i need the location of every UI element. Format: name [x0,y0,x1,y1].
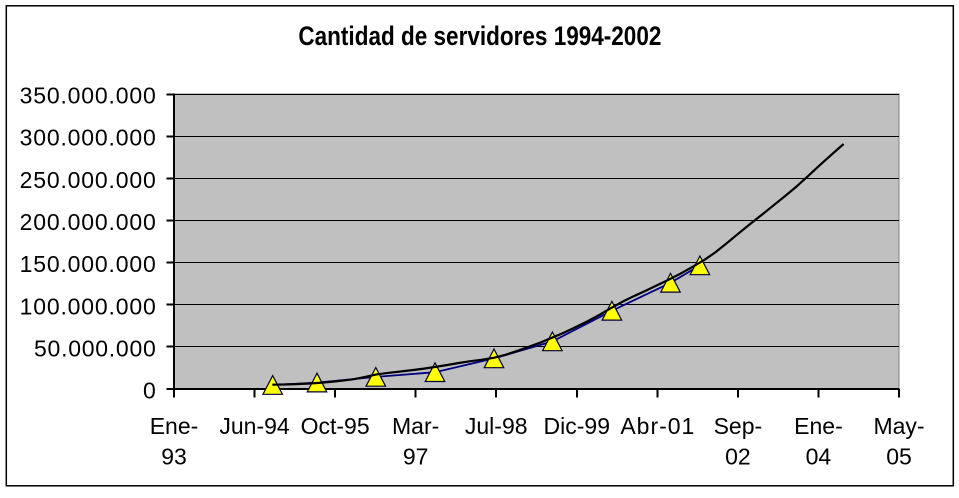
svg-text:02: 02 [725,443,751,469]
svg-text:Abr-01: Abr-01 [620,413,694,439]
svg-text:Dic-99: Dic-99 [544,413,610,439]
svg-text:150.000.000: 150.000.000 [20,251,156,277]
svg-text:300.000.000: 300.000.000 [20,125,156,151]
svg-text:250.000.000: 250.000.000 [20,167,156,193]
svg-text:93: 93 [161,443,187,469]
svg-text:350.000.000: 350.000.000 [20,83,156,109]
svg-text:97: 97 [403,443,429,469]
svg-text:04: 04 [806,443,832,469]
svg-text:May-: May- [873,413,924,439]
svg-text:Oct-95: Oct-95 [301,413,370,439]
svg-text:0: 0 [143,378,156,404]
svg-text:Mar-: Mar- [392,413,439,439]
svg-text:Cantidad de servidores 1994-20: Cantidad de servidores 1994-2002 [298,21,661,51]
svg-text:50.000.000: 50.000.000 [34,336,156,362]
svg-text:Ene-: Ene- [794,413,843,439]
svg-text:Jul-98: Jul-98 [465,413,528,439]
svg-text:Sep-: Sep- [714,413,763,439]
svg-text:Ene-: Ene- [150,413,199,439]
svg-text:Jun-94: Jun-94 [219,413,290,439]
svg-text:05: 05 [886,443,912,469]
svg-text:100.000.000: 100.000.000 [20,293,156,319]
svg-text:200.000.000: 200.000.000 [20,209,156,235]
